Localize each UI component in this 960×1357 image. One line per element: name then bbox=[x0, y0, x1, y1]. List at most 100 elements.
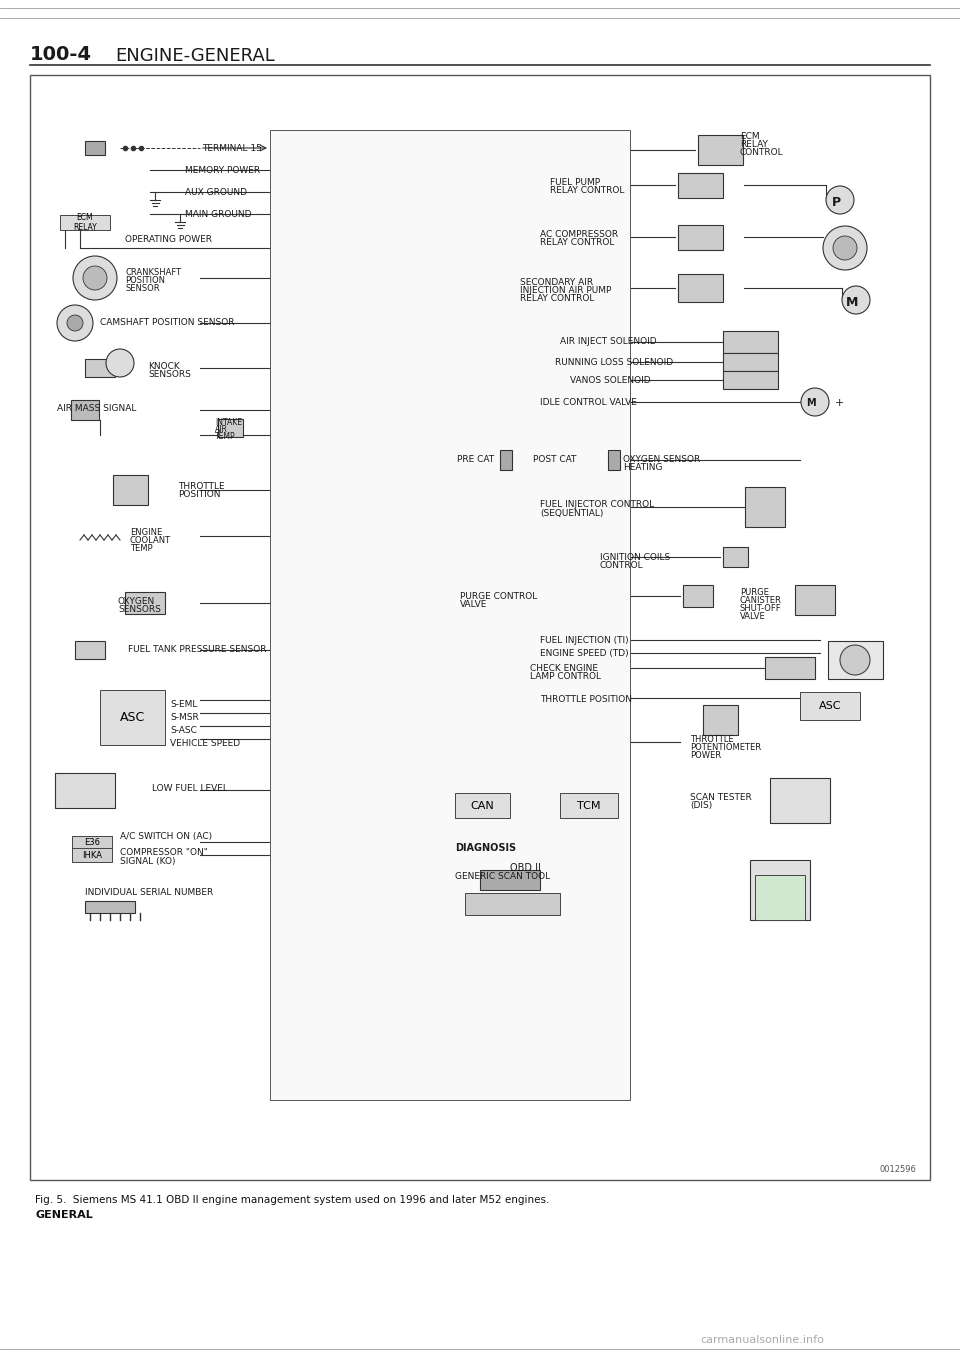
Text: OXYGEN SENSOR: OXYGEN SENSOR bbox=[623, 455, 700, 464]
Circle shape bbox=[83, 266, 107, 290]
Text: ENGINE-GENERAL: ENGINE-GENERAL bbox=[115, 47, 275, 65]
Text: (SEQUENTIAL): (SEQUENTIAL) bbox=[540, 509, 604, 518]
Text: INJECTION AIR PUMP: INJECTION AIR PUMP bbox=[520, 286, 612, 294]
Text: CONTROL: CONTROL bbox=[740, 148, 783, 157]
Text: +: + bbox=[835, 398, 845, 408]
Text: COMPRESSOR "ON": COMPRESSOR "ON" bbox=[120, 848, 208, 858]
Bar bbox=[678, 224, 723, 250]
Text: AUX GROUND: AUX GROUND bbox=[185, 189, 247, 197]
Bar bbox=[795, 585, 835, 615]
Text: FUEL INJECTION (TI): FUEL INJECTION (TI) bbox=[540, 636, 629, 645]
Bar bbox=[30, 75, 930, 1181]
Bar bbox=[745, 487, 785, 527]
Text: AC COMPRESSOR: AC COMPRESSOR bbox=[540, 229, 618, 239]
Bar bbox=[72, 836, 112, 848]
Text: LAMP CONTROL: LAMP CONTROL bbox=[530, 672, 601, 681]
Text: RUNNING LOSS SOLENOID: RUNNING LOSS SOLENOID bbox=[555, 358, 673, 366]
Bar bbox=[770, 778, 830, 822]
Text: TERMINAL 15: TERMINAL 15 bbox=[202, 144, 262, 153]
Bar bbox=[480, 870, 540, 890]
Text: COOLANT: COOLANT bbox=[130, 536, 171, 546]
Bar bbox=[703, 706, 737, 735]
Circle shape bbox=[106, 349, 134, 377]
Circle shape bbox=[73, 256, 117, 300]
Text: A/C SWITCH ON (AC): A/C SWITCH ON (AC) bbox=[120, 832, 212, 841]
Text: POSITION: POSITION bbox=[178, 490, 221, 499]
Text: INTAKE: INTAKE bbox=[215, 418, 242, 427]
Text: S-EML: S-EML bbox=[170, 700, 198, 708]
Bar bbox=[560, 792, 618, 818]
Text: CHECK ENGINE: CHECK ENGINE bbox=[530, 664, 598, 673]
Text: ASC: ASC bbox=[120, 711, 145, 725]
Text: MAIN GROUND: MAIN GROUND bbox=[185, 210, 252, 218]
Text: DIAGNOSIS: DIAGNOSIS bbox=[455, 843, 516, 854]
Text: CAMSHAFT POSITION SENSOR: CAMSHAFT POSITION SENSOR bbox=[100, 318, 234, 327]
Text: SENSOR: SENSOR bbox=[125, 284, 159, 293]
Text: AIR: AIR bbox=[215, 425, 228, 434]
Text: CANISTER: CANISTER bbox=[740, 596, 781, 605]
Text: CRANKSHAFT: CRANKSHAFT bbox=[125, 267, 181, 277]
Text: TEMP: TEMP bbox=[215, 432, 235, 441]
Text: POWER: POWER bbox=[690, 750, 721, 760]
Text: S-MSR: S-MSR bbox=[170, 712, 199, 722]
Bar bbox=[800, 692, 860, 721]
Text: POST CAT: POST CAT bbox=[533, 455, 576, 464]
Text: carmanualsonline.info: carmanualsonline.info bbox=[700, 1335, 824, 1345]
Text: GENERIC SCAN TOOL: GENERIC SCAN TOOL bbox=[455, 873, 550, 881]
Bar bbox=[608, 451, 620, 470]
Text: ENGINE: ENGINE bbox=[130, 528, 162, 537]
Text: Fig. 5.  Siemens MS 41.1 OBD II engine management system used on 1996 and later : Fig. 5. Siemens MS 41.1 OBD II engine ma… bbox=[35, 1196, 549, 1205]
Text: PRE CAT: PRE CAT bbox=[457, 455, 494, 464]
Bar bbox=[71, 400, 99, 421]
Text: TEMP: TEMP bbox=[130, 544, 153, 554]
Text: OXYGEN: OXYGEN bbox=[118, 597, 156, 607]
Bar bbox=[828, 641, 882, 678]
Text: OBD II: OBD II bbox=[510, 863, 540, 873]
Text: POTENTIOMETER: POTENTIOMETER bbox=[690, 744, 761, 752]
Text: IHKA: IHKA bbox=[82, 851, 102, 859]
Bar bbox=[500, 451, 512, 470]
Bar bbox=[85, 901, 135, 913]
Text: PURGE CONTROL: PURGE CONTROL bbox=[460, 592, 538, 601]
Bar bbox=[765, 657, 815, 678]
Text: MEMORY POWER: MEMORY POWER bbox=[185, 166, 260, 175]
Bar bbox=[455, 792, 510, 818]
Bar bbox=[698, 134, 742, 166]
Text: SCAN TESTER: SCAN TESTER bbox=[690, 792, 752, 802]
Text: SIGNAL (KO): SIGNAL (KO) bbox=[120, 858, 176, 866]
Bar bbox=[55, 772, 115, 807]
Bar bbox=[125, 592, 165, 613]
Text: INDIVIDUAL SERIAL NUMBER: INDIVIDUAL SERIAL NUMBER bbox=[85, 887, 213, 897]
Circle shape bbox=[842, 286, 870, 313]
Text: RELAY: RELAY bbox=[740, 140, 768, 149]
Text: RELAY CONTROL: RELAY CONTROL bbox=[550, 186, 624, 195]
Text: THROTTLE POSITION: THROTTLE POSITION bbox=[540, 695, 632, 704]
Circle shape bbox=[840, 645, 870, 674]
Text: IDLE CONTROL VALVE: IDLE CONTROL VALVE bbox=[540, 398, 636, 407]
Bar bbox=[723, 353, 778, 370]
Text: ECM
RELAY: ECM RELAY bbox=[73, 213, 97, 232]
Text: FUEL PUMP: FUEL PUMP bbox=[550, 178, 600, 187]
Text: RELAY CONTROL: RELAY CONTROL bbox=[520, 294, 594, 303]
Bar bbox=[85, 360, 115, 377]
Text: ASC: ASC bbox=[819, 702, 841, 711]
Bar bbox=[683, 585, 713, 607]
Text: PURGE: PURGE bbox=[740, 588, 769, 597]
Text: SHUT-OFF: SHUT-OFF bbox=[740, 604, 781, 613]
Text: P: P bbox=[831, 195, 841, 209]
Text: ENGINE SPEED (TD): ENGINE SPEED (TD) bbox=[540, 649, 629, 658]
Text: OPERATING POWER: OPERATING POWER bbox=[125, 235, 212, 244]
Text: POSITION: POSITION bbox=[125, 275, 165, 285]
Text: VALVE: VALVE bbox=[460, 600, 488, 609]
Text: VEHICLE SPEED: VEHICLE SPEED bbox=[170, 740, 240, 748]
Text: SENSORS: SENSORS bbox=[118, 605, 161, 613]
Text: AIR INJECT SOLENOID: AIR INJECT SOLENOID bbox=[560, 337, 657, 346]
Bar bbox=[723, 547, 748, 567]
Bar bbox=[723, 370, 778, 389]
Bar bbox=[85, 141, 105, 155]
Text: CAN: CAN bbox=[470, 801, 494, 810]
Text: KNOCK: KNOCK bbox=[148, 362, 180, 370]
Bar bbox=[218, 419, 243, 437]
Circle shape bbox=[67, 315, 83, 331]
Circle shape bbox=[826, 186, 854, 214]
